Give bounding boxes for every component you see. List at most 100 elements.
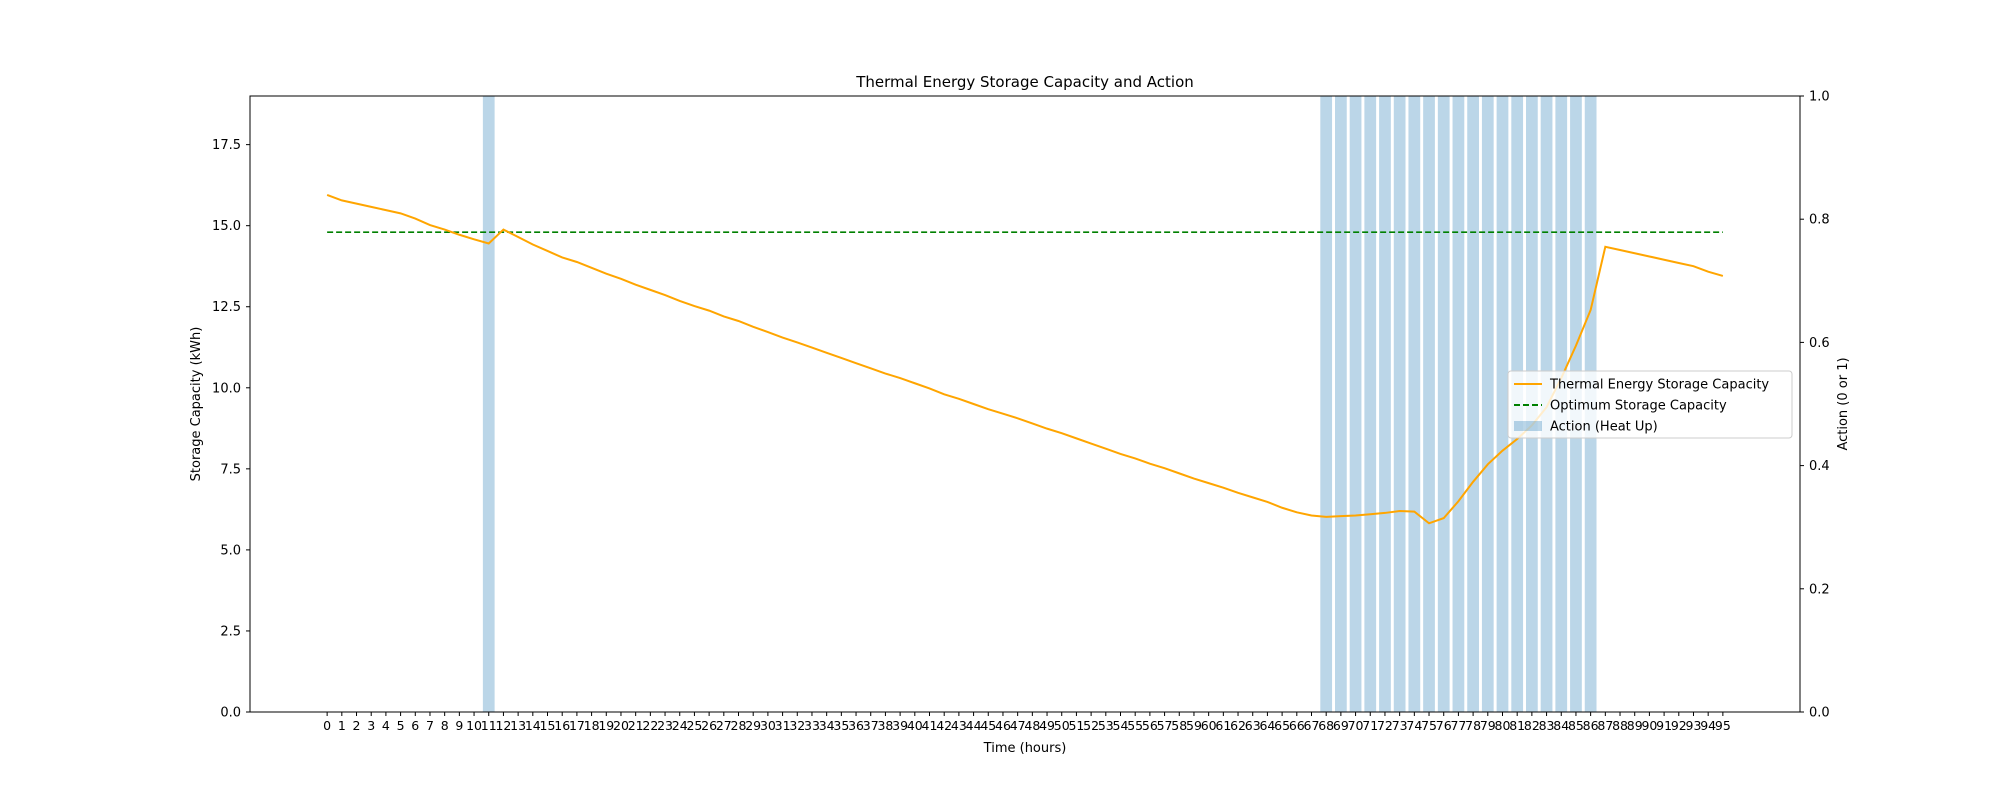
x-tick-label: 85 [1568, 718, 1584, 733]
x-tick-label: 13 [510, 718, 526, 733]
x-tick-label: 2 [353, 718, 361, 733]
x-tick-label: 82 [1524, 718, 1540, 733]
action-bar-80 [1496, 96, 1509, 712]
action-bar-70 [1349, 96, 1362, 712]
action-bar-78 [1467, 96, 1479, 712]
y2-axis-ticks: 0.0 0.2 0.4 0.6 0.8 1.0 [1800, 90, 1830, 721]
x-tick-label: 0 [323, 718, 331, 733]
x-tick-label: 27 [716, 718, 732, 733]
x-tick-label: 50 [1054, 718, 1070, 733]
x-tick-label: 72 [1377, 718, 1393, 733]
legend-swatch-action [1514, 421, 1542, 431]
action-bar-71 [1364, 96, 1377, 712]
action-bar-73 [1393, 96, 1406, 712]
x-tick-label: 65 [1274, 718, 1290, 733]
x-tick-label: 63 [1245, 718, 1261, 733]
x-tick-label: 35 [833, 718, 849, 733]
x-tick-label: 31 [775, 718, 791, 733]
y2-tick-label: 0.8 [1809, 213, 1830, 228]
x-tick-label: 41 [922, 718, 938, 733]
plot-frame [249, 95, 1801, 713]
x-tick-label: 34 [819, 718, 835, 733]
x-tick-label: 90 [1641, 718, 1657, 733]
action-bar-79 [1481, 96, 1494, 712]
y-tick-label: 15.0 [212, 219, 241, 234]
y-tick-label: 2.5 [220, 624, 241, 639]
x-tick-label: 5 [397, 718, 405, 733]
x-tick-label: 68 [1318, 718, 1334, 733]
x-tick-label: 36 [848, 718, 864, 733]
x-tick-label: 64 [1259, 718, 1275, 733]
x-tick-label: 71 [1362, 718, 1378, 733]
legend-label: Thermal Energy Storage Capacity [1549, 378, 1769, 393]
x-tick-label: 43 [951, 718, 967, 733]
x-tick-label: 49 [1039, 718, 1055, 733]
x-tick-label: 18 [584, 718, 600, 733]
y-tick-label: 17.5 [212, 138, 241, 153]
y-tick-label: 5.0 [220, 543, 241, 558]
x-tick-label: 54 [1113, 718, 1129, 733]
x-tick-label: 1 [338, 718, 346, 733]
x-tick-label: 11 [481, 718, 497, 733]
x-tick-label: 81 [1509, 718, 1525, 733]
y2-tick-label: 0.0 [1809, 706, 1830, 721]
x-tick-label: 20 [613, 718, 629, 733]
x-tick-label: 55 [1127, 718, 1143, 733]
x-tick-label: 76 [1436, 718, 1452, 733]
x-tick-label: 25 [686, 718, 702, 733]
x-tick-label: 14 [525, 718, 541, 733]
x-tick-label: 15 [540, 718, 556, 733]
x-tick-label: 51 [1068, 718, 1084, 733]
x-tick-label: 56 [1142, 718, 1158, 733]
action-bar-72 [1379, 96, 1391, 712]
action-bar-11 [482, 96, 495, 712]
action-bar-74 [1408, 96, 1421, 712]
x-tick-label: 75 [1421, 718, 1437, 733]
x-tick-label: 62 [1230, 718, 1246, 733]
x-tick-label: 10 [466, 718, 482, 733]
x-tick-label: 44 [966, 718, 982, 733]
y-tick-label: 0.0 [220, 706, 241, 721]
action-bar-75 [1423, 96, 1435, 712]
x-tick-label: 21 [628, 718, 644, 733]
x-tick-label: 74 [1406, 718, 1422, 733]
x-tick-label: 42 [936, 718, 952, 733]
y2-tick-label: 0.2 [1809, 582, 1830, 597]
x-tick-label: 4 [382, 718, 390, 733]
x-tick-label: 17 [569, 718, 585, 733]
x-tick-label: 88 [1612, 718, 1628, 733]
x-tick-label: 45 [980, 718, 996, 733]
x-tick-label: 78 [1465, 718, 1481, 733]
x-tick-label: 6 [411, 718, 419, 733]
x-tick-label: 12 [495, 718, 511, 733]
x-tick-label: 59 [1186, 718, 1202, 733]
y2-tick-label: 1.0 [1809, 90, 1830, 105]
x-tick-label: 79 [1480, 718, 1496, 733]
x-tick-label: 26 [701, 718, 717, 733]
x-tick-label: 3 [367, 718, 375, 733]
x-tick-label: 91 [1656, 718, 1672, 733]
x-tick-label: 19 [598, 718, 614, 733]
x-tick-label: 32 [789, 718, 805, 733]
x-axis-label: Time (hours) [983, 741, 1067, 756]
x-tick-label: 48 [1024, 718, 1040, 733]
action-bar-68 [1320, 96, 1333, 712]
x-tick-label: 24 [672, 718, 688, 733]
x-tick-label: 66 [1289, 718, 1305, 733]
y2-axis-label: Action (0 or 1) [1836, 357, 1851, 450]
x-tick-label: 57 [1157, 718, 1173, 733]
x-axis-ticks: 0 1 2 3 4 5 6 7 8 9 101112131415161718192021222324… [323, 712, 1731, 733]
x-tick-label: 39 [892, 718, 908, 733]
x-tick-label: 40 [907, 718, 923, 733]
series-lines [326, 193, 1724, 525]
x-tick-label: 83 [1539, 718, 1555, 733]
x-tick-label: 87 [1597, 718, 1613, 733]
x-tick-label: 30 [760, 718, 776, 733]
x-tick-label: 86 [1583, 718, 1599, 733]
action-bar-76 [1437, 96, 1450, 712]
x-tick-label: 33 [804, 718, 820, 733]
y-tick-label: 7.5 [220, 462, 241, 477]
x-tick-label: 84 [1553, 718, 1569, 733]
